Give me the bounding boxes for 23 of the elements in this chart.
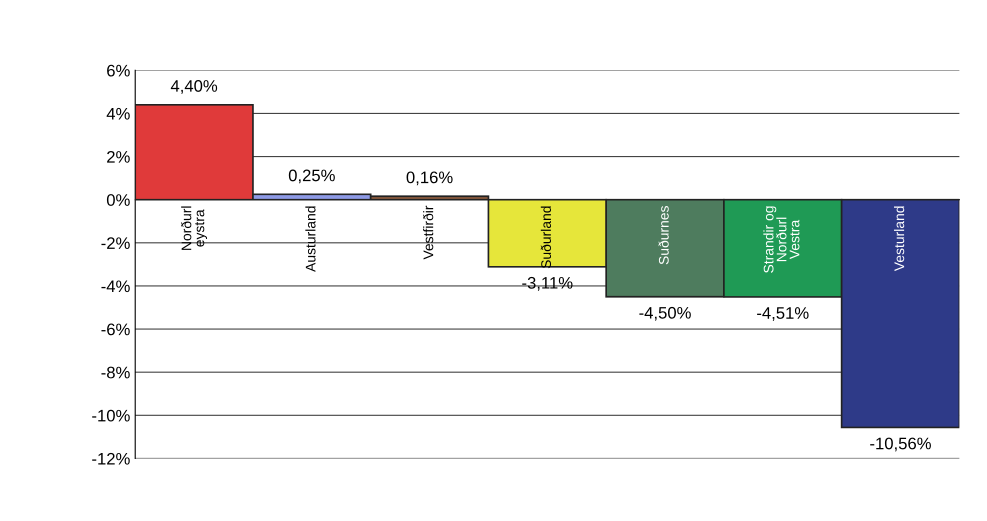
data-label: 0,25% bbox=[288, 170, 335, 184]
y-tick-label: 4% bbox=[106, 108, 130, 120]
x-tick-label: Vesturland bbox=[894, 206, 904, 272]
x-tick-label: Austurland bbox=[305, 206, 316, 272]
y-tick-label: -8% bbox=[101, 366, 130, 378]
x-tick-label: Strandir og Norðurl Vestra bbox=[763, 206, 800, 273]
x-tick-label: Suðurnes bbox=[658, 206, 669, 264]
y-tick-label: -6% bbox=[101, 324, 130, 336]
y-tick-label: -12% bbox=[92, 452, 130, 465]
data-label: -10,56% bbox=[870, 438, 931, 452]
y-tick-label: 6% bbox=[107, 64, 130, 77]
y-tick-label: -4% bbox=[101, 280, 130, 292]
data-label: 0,16% bbox=[406, 171, 453, 186]
data-label: 4,40% bbox=[170, 80, 218, 94]
data-label: -4,51% bbox=[757, 307, 809, 321]
y-tick-label: -2% bbox=[101, 237, 130, 249]
y-tick-label: -10% bbox=[92, 410, 130, 422]
x-tick-label: Suðurland bbox=[540, 206, 552, 268]
y-tick-label: 0% bbox=[106, 194, 130, 206]
x-tick-label: Norðurl eystra bbox=[180, 206, 208, 250]
y-tick-label: 2% bbox=[107, 150, 130, 163]
data-label: -4,50% bbox=[639, 306, 691, 321]
x-tick-label: Vestfirðir bbox=[422, 206, 434, 260]
